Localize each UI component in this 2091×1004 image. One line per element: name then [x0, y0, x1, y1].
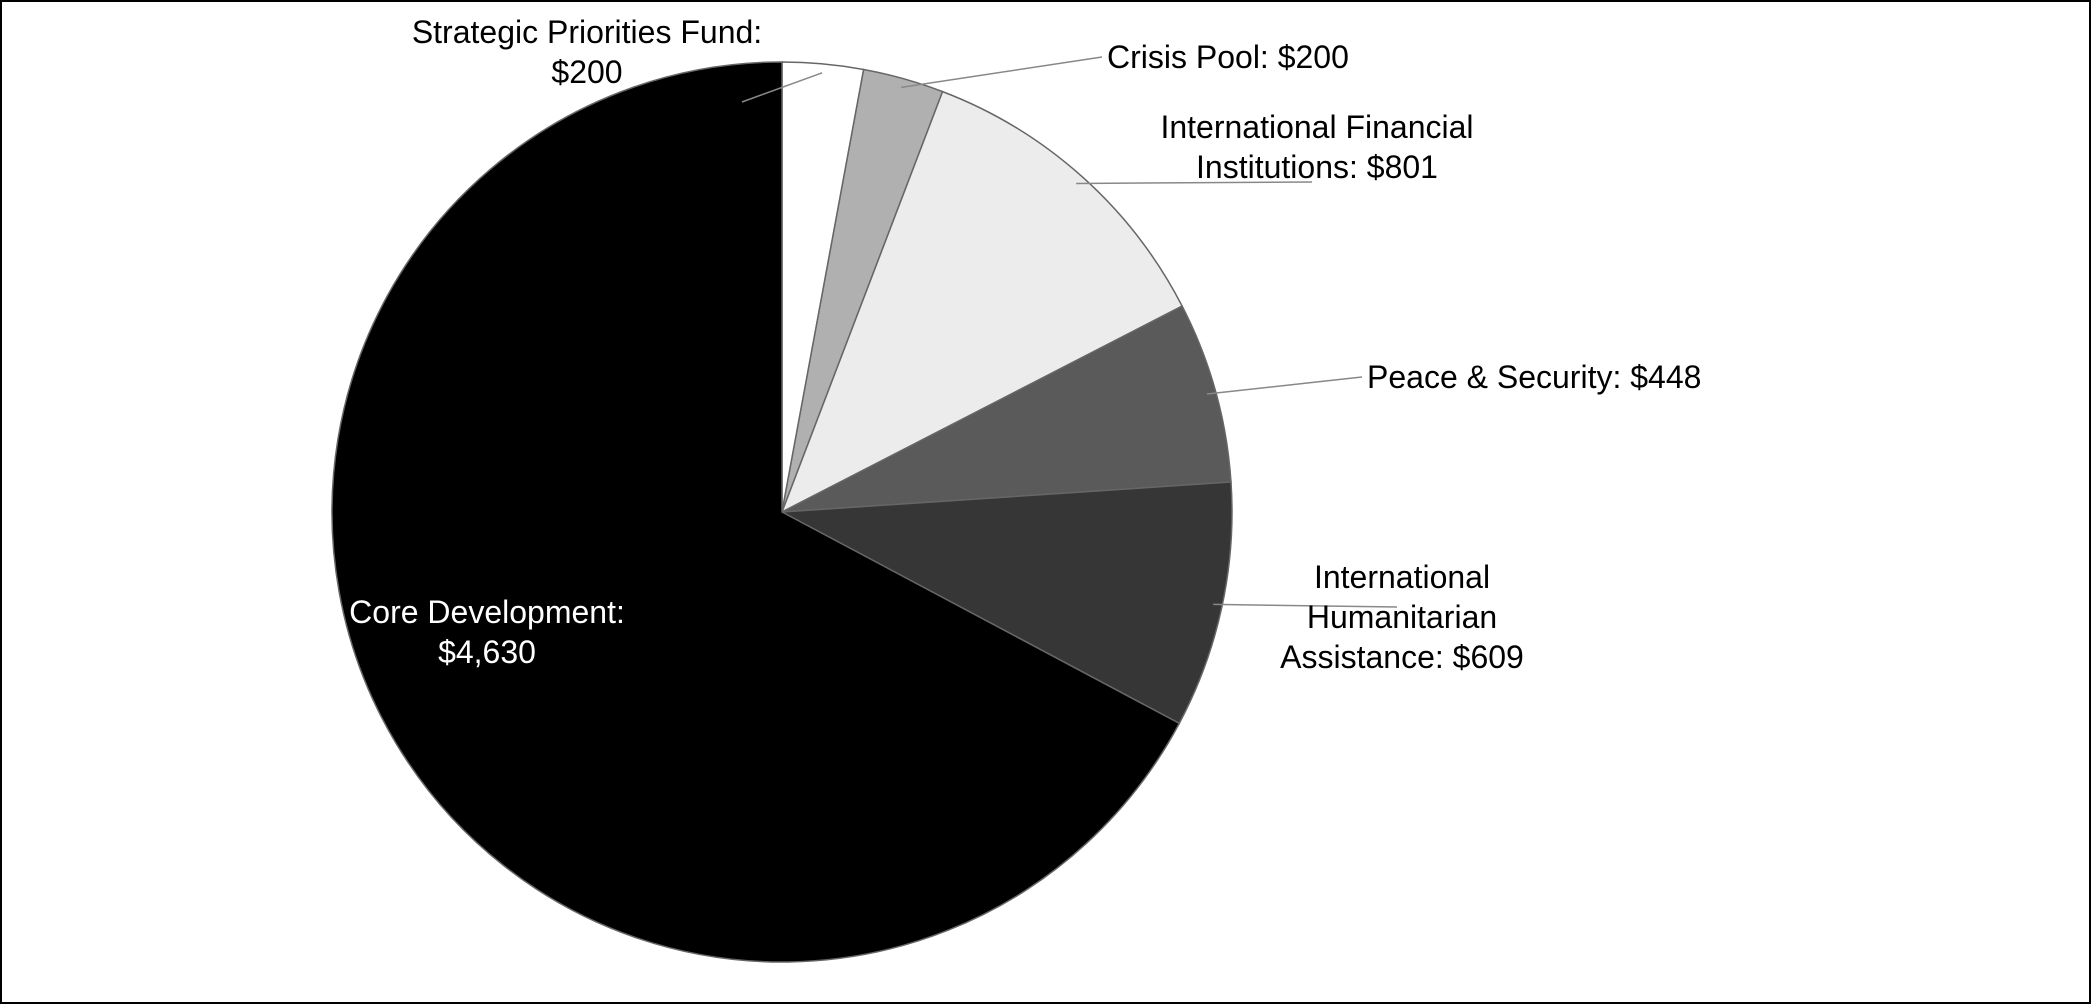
- label-line: Humanitarian: [1242, 597, 1562, 637]
- label-line: Strategic Priorities Fund:: [377, 12, 797, 52]
- label-line: Core Development:: [307, 592, 667, 632]
- pie-slice-label: Core Development:$4,630: [307, 592, 667, 672]
- label-line: International Financial: [1117, 107, 1517, 147]
- pie-slice-label: InternationalHumanitarianAssistance: $60…: [1242, 557, 1562, 677]
- label-line: Assistance: $609: [1242, 637, 1562, 677]
- pie-slice-label: Crisis Pool: $200: [1107, 37, 1407, 77]
- leader-line: [901, 57, 1102, 87]
- label-line: Crisis Pool: $200: [1107, 37, 1407, 77]
- label-line: $200: [377, 52, 797, 92]
- label-line: Institutions: $801: [1117, 147, 1517, 187]
- leader-line: [1207, 377, 1362, 394]
- pie-slice-label: Strategic Priorities Fund:$200: [377, 12, 797, 92]
- pie-slice-label: Peace & Security: $448: [1367, 357, 1767, 397]
- pie-chart-container: Strategic Priorities Fund:$200 Crisis Poo…: [0, 0, 2091, 1004]
- label-line: $4,630: [307, 632, 667, 672]
- pie-chart-svg: [2, 2, 2091, 1004]
- pie-slice-label: International FinancialInstitutions: $80…: [1117, 107, 1517, 187]
- label-line: International: [1242, 557, 1562, 597]
- label-line: Peace & Security: $448: [1367, 357, 1767, 397]
